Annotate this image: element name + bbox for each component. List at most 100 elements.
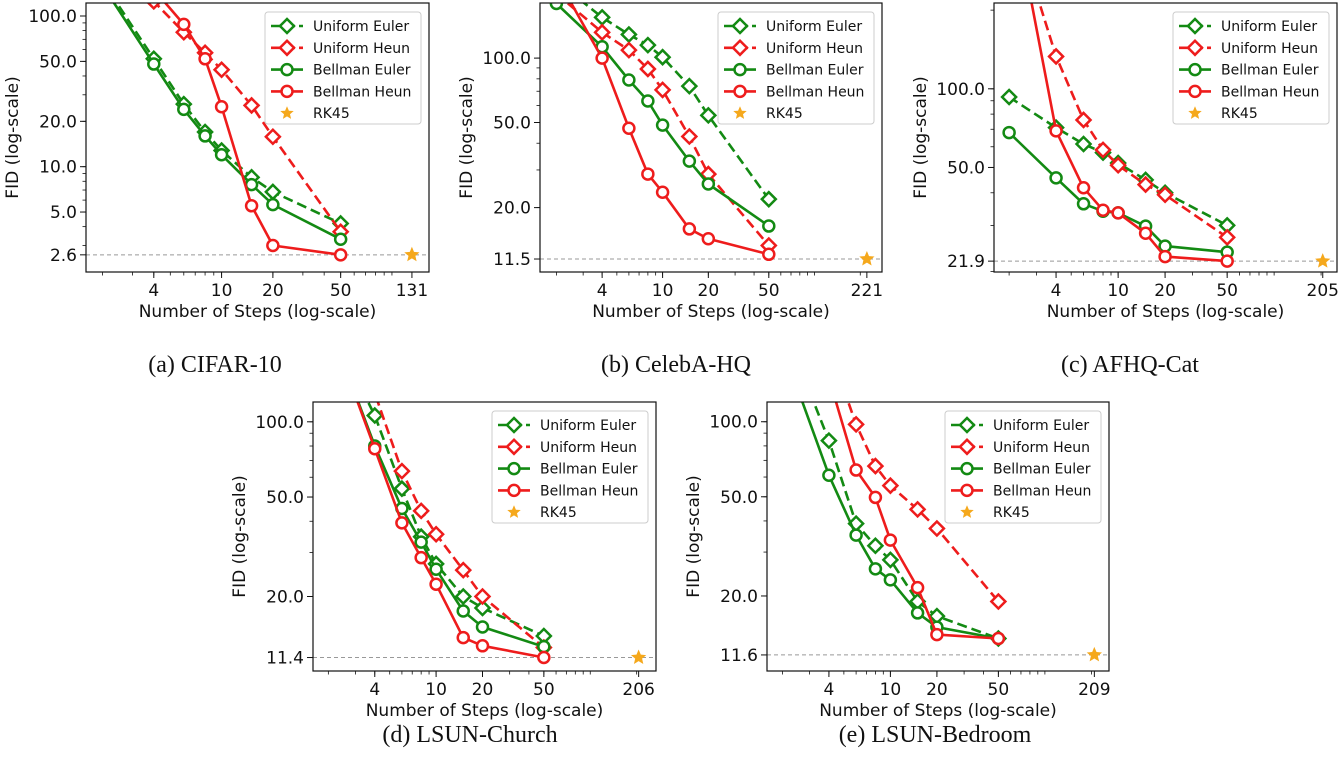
axes-frame: [539, 2, 883, 273]
series-bellman-heun: [1030, 3, 1234, 268]
series-bellman-heun: [834, 402, 1006, 646]
panel-caption: (d) LSUN-Church: [382, 722, 557, 748]
series-line: [163, 3, 341, 257]
x-tick-label: 10: [1107, 281, 1129, 301]
data-point: [212, 60, 231, 79]
x-tick-label: 20: [472, 680, 494, 700]
x-tick-label: 20: [1154, 281, 1176, 301]
data-point: [264, 127, 282, 146]
y-tick-label: 20.0: [493, 199, 531, 219]
legend: Uniform Euler Uniform Heun Bellman Euler Be…: [1172, 11, 1330, 125]
data-point: [1000, 88, 1018, 106]
data-point: [456, 604, 470, 618]
legend-box: [944, 410, 1102, 524]
series-bellman-heun: [569, 3, 776, 262]
data-point: [883, 533, 898, 547]
legend-label: Bellman Heun: [766, 84, 864, 100]
data-point: [414, 535, 428, 549]
legend-marker-diamond: [505, 438, 523, 456]
data-point: [680, 77, 699, 95]
x-tick-label: 20: [926, 680, 948, 700]
y-tick-label: 11.6: [720, 646, 758, 666]
y-axis-label: FID (log-scale): [911, 76, 931, 198]
legend-label: Uniform Euler: [313, 19, 409, 35]
data-point: [1156, 186, 1174, 204]
x-tick-label: 10: [211, 281, 233, 301]
legend-star-icon: [733, 106, 747, 119]
data-point: [653, 48, 672, 66]
rk45-point: [1315, 253, 1331, 268]
legend-label: Bellman Euler: [540, 462, 638, 478]
legend-label: Bellman Euler: [1221, 63, 1319, 79]
data-point: [393, 479, 411, 498]
data-point: [910, 580, 925, 595]
data-point: [1158, 249, 1172, 264]
y-tick-label: 5.0: [50, 203, 77, 223]
x-tick-label: 221: [851, 281, 883, 301]
data-point: [682, 222, 697, 236]
rk45-point: [1086, 646, 1102, 662]
data-point: [177, 17, 191, 32]
legend-box: [717, 11, 875, 125]
data-point: [1096, 203, 1110, 217]
data-point: [820, 431, 838, 450]
data-point: [146, 3, 161, 11]
legend-label: Bellman Euler: [993, 462, 1091, 478]
data-point: [473, 599, 492, 617]
data-point: [454, 561, 473, 579]
y-tick-label: 50.0: [39, 52, 77, 72]
panel-caption: (e) LSUN-Bedroom: [839, 722, 1032, 748]
x-tick-label: 209: [1078, 680, 1110, 700]
axes-frame: [85, 2, 430, 273]
data-point: [593, 23, 611, 42]
legend-label: RK45: [993, 505, 1030, 521]
legend-label: Uniform Euler: [993, 418, 1089, 434]
data-point: [680, 127, 699, 146]
data-point: [620, 41, 638, 59]
x-axis-label: Number of Steps (log-scale): [366, 701, 604, 721]
legend-marker-diamond: [1186, 39, 1204, 57]
legend-box: [264, 11, 422, 125]
legend-marker-diamond: [505, 416, 523, 434]
legend-label: RK45: [766, 106, 803, 122]
data-point: [641, 94, 655, 108]
panel-4: 4 10 20 50 206 100.0 50.0 20.0 11.4 Uniform Euler…: [230, 401, 657, 748]
y-tick-label: 2.6: [50, 246, 77, 266]
y-tick-label: 50.0: [493, 114, 531, 134]
data-point: [1049, 124, 1063, 138]
data-point: [760, 190, 778, 208]
plot-area: [767, 402, 1109, 662]
legend-label: Uniform Heun: [993, 440, 1090, 456]
legend-label: Bellman Heun: [540, 483, 638, 499]
x-tick-label: 4: [823, 680, 834, 700]
series-line: [153, 3, 342, 233]
x-tick-label: 50: [1216, 281, 1238, 301]
data-point: [266, 197, 280, 212]
legend-box: [491, 410, 649, 524]
data-point: [989, 592, 1008, 611]
axes-frame: [766, 401, 1110, 672]
data-point: [177, 102, 191, 117]
legend-label: RK45: [313, 106, 350, 122]
data-point: [928, 519, 946, 538]
data-point: [266, 238, 280, 253]
data-point: [868, 490, 883, 505]
legend-marker-circle: [960, 461, 974, 476]
legend-label: Uniform Euler: [1221, 19, 1317, 35]
data-point: [701, 177, 716, 191]
data-point: [930, 627, 944, 642]
data-point: [881, 551, 900, 569]
legend-label: Uniform Heun: [1221, 41, 1318, 57]
data-point: [1076, 181, 1091, 195]
data-point: [456, 630, 470, 645]
plot-area: [313, 402, 656, 665]
data-point: [1047, 47, 1065, 66]
data-point: [655, 185, 670, 199]
legend-star-icon: [960, 505, 974, 518]
legend: Uniform Euler Uniform Heun Bellman Euler Be…: [264, 11, 422, 125]
data-point: [454, 587, 473, 606]
y-tick-label: 10.0: [39, 158, 77, 178]
legend-marker-diamond: [958, 416, 976, 434]
